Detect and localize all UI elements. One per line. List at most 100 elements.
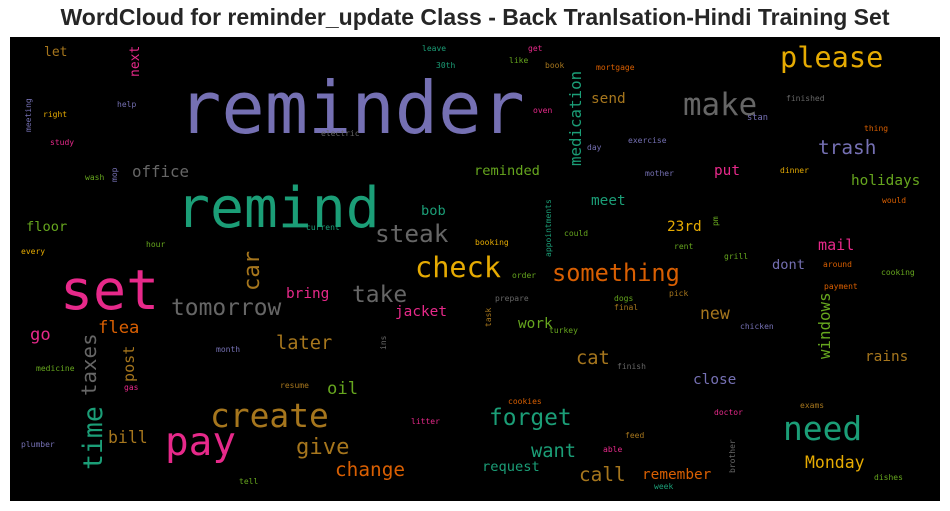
word-6: make (683, 87, 757, 123)
word-31: windows (815, 292, 834, 359)
word-59: dinner (780, 166, 809, 175)
word-69: week (654, 482, 673, 491)
word-33: post (120, 346, 138, 382)
word-58: mother (645, 169, 674, 178)
word-26: medication (566, 71, 585, 166)
word-4: create (210, 396, 329, 435)
word-111: oven (533, 106, 552, 115)
word-1: remind (176, 176, 380, 241)
word-29: new (700, 304, 730, 323)
word-34: mail (818, 236, 854, 254)
word-13: take (352, 282, 407, 308)
word-32: office (132, 162, 189, 181)
word-78: able (603, 445, 622, 454)
word-76: finish (617, 362, 646, 371)
word-5: need (783, 409, 862, 448)
word-27: oil (327, 379, 358, 399)
word-30: Monday (805, 453, 865, 472)
word-91: medicine (36, 364, 75, 373)
word-7: please (780, 40, 883, 74)
word-56: exercise (628, 136, 667, 145)
word-42: work (518, 316, 553, 332)
word-35: send (591, 91, 626, 107)
word-50: bob (421, 203, 446, 219)
word-67: dishes (874, 473, 903, 482)
word-93: plumber (21, 440, 55, 449)
word-108: like (509, 56, 528, 65)
word-73: pick (669, 289, 688, 298)
word-82: order (512, 271, 536, 280)
word-54: finished (786, 94, 825, 103)
word-105: leave (422, 44, 446, 53)
word-86: cookies (508, 397, 542, 406)
word-85: booking (475, 238, 509, 247)
word-89: ins (379, 335, 388, 350)
word-52: let (44, 45, 67, 60)
word-65: exams (800, 401, 824, 410)
word-72: pm (711, 216, 720, 226)
word-107: get (528, 44, 543, 53)
word-98: electric (321, 129, 360, 138)
word-83: prepare (495, 294, 529, 303)
word-109: book (545, 61, 564, 70)
word-77: feed (625, 431, 644, 440)
word-48: floor (26, 219, 67, 235)
word-44: holidays (851, 173, 920, 189)
word-80: could (564, 229, 588, 238)
word-96: hour (146, 240, 165, 249)
word-103: right (43, 110, 67, 119)
word-45: 23rd (667, 219, 702, 235)
word-49: dont (772, 257, 805, 273)
word-21: later (276, 333, 332, 354)
word-20: call (579, 463, 626, 486)
word-92: gas (124, 383, 139, 392)
word-51: next (128, 46, 143, 77)
word-55: thing (864, 124, 888, 133)
chart-title: WordCloud for reminder_update Class - Ba… (60, 4, 890, 30)
word-12: tomorrow (171, 295, 281, 321)
word-14: forget (489, 405, 572, 431)
word-106: 30th (436, 61, 455, 70)
word-101: study (50, 138, 74, 147)
word-70: grill (724, 252, 748, 261)
word-22: want (531, 441, 576, 462)
word-90: month (216, 345, 240, 354)
word-57: day (587, 143, 602, 152)
word-16: give (296, 434, 349, 460)
word-94: tell (239, 477, 258, 486)
word-95: every (21, 247, 45, 256)
word-36: meet (591, 193, 626, 209)
word-99: wash (85, 173, 104, 182)
word-2: set (60, 258, 159, 322)
word-61: cooking (881, 268, 915, 277)
word-9: time (78, 406, 109, 470)
word-63: around (823, 260, 852, 269)
word-46: reminded (474, 163, 540, 179)
word-17: taxes (77, 333, 101, 396)
word-62: payment (824, 282, 858, 291)
word-40: rains (865, 349, 908, 365)
word-43: remember (642, 467, 712, 483)
word-97: current (306, 223, 340, 232)
word-79: turkey (549, 326, 578, 335)
word-66: doctor (714, 408, 743, 417)
word-19: change (335, 458, 405, 481)
word-15: car (239, 251, 265, 291)
word-102: meeting (24, 98, 33, 132)
word-23: cat (576, 348, 610, 369)
word-41: close (693, 372, 736, 388)
word-39: bring (286, 286, 329, 302)
word-24: flea (98, 318, 139, 338)
word-8: check (415, 250, 501, 284)
word-81: appointments (544, 199, 553, 257)
word-60: would (882, 196, 906, 205)
word-71: rent (674, 242, 693, 251)
word-28: bill (108, 428, 148, 447)
word-110: mortgage (596, 63, 635, 72)
word-53: stan (747, 113, 768, 123)
word-74: dogs (614, 294, 633, 303)
word-3: pay (165, 420, 236, 465)
word-88: resume (280, 381, 309, 390)
word-10: steak (375, 219, 449, 248)
